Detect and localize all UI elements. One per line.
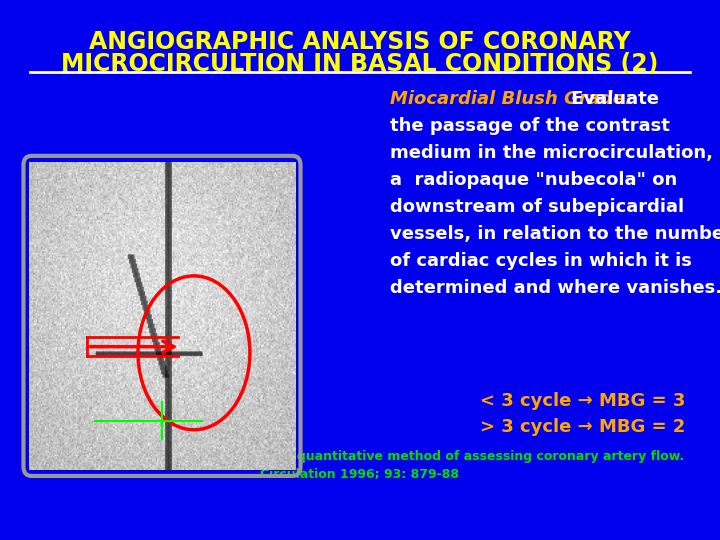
Text: Evaluate: Evaluate [565,90,659,108]
Text: ANGIOGRAPHIC ANALYSIS OF CORONARY: ANGIOGRAPHIC ANALYSIS OF CORONARY [89,30,631,54]
Text: determined and where vanishes.: determined and where vanishes. [390,279,720,297]
Text: Miocardial Blush Grade:: Miocardial Blush Grade: [390,90,632,108]
Text: downstream of subepicardial: downstream of subepicardial [390,198,684,216]
Text: > 3 cycle → MBG = 2: > 3 cycle → MBG = 2 [480,418,685,436]
Text: the passage of the contrast: the passage of the contrast [390,117,670,135]
Text: Gibson CM et al. TIMI frame count: a quantitative method of assessing coronary a: Gibson CM et al. TIMI frame count: a qua… [36,450,684,463]
Text: Circulation 1996; 93: 879-88: Circulation 1996; 93: 879-88 [261,468,459,481]
Text: < 3 cycle → MBG = 3: < 3 cycle → MBG = 3 [480,392,685,410]
Text: medium in the microcirculation, as: medium in the microcirculation, as [390,144,720,162]
Text: a  radiopaque "nubecola" on: a radiopaque "nubecola" on [390,171,678,189]
Text: of cardiac cycles in which it is: of cardiac cycles in which it is [390,252,692,270]
Text: vessels, in relation to the number: vessels, in relation to the number [390,225,720,243]
Text: MICROCIRCULTION IN BASAL CONDITIONS (2): MICROCIRCULTION IN BASAL CONDITIONS (2) [61,52,659,76]
